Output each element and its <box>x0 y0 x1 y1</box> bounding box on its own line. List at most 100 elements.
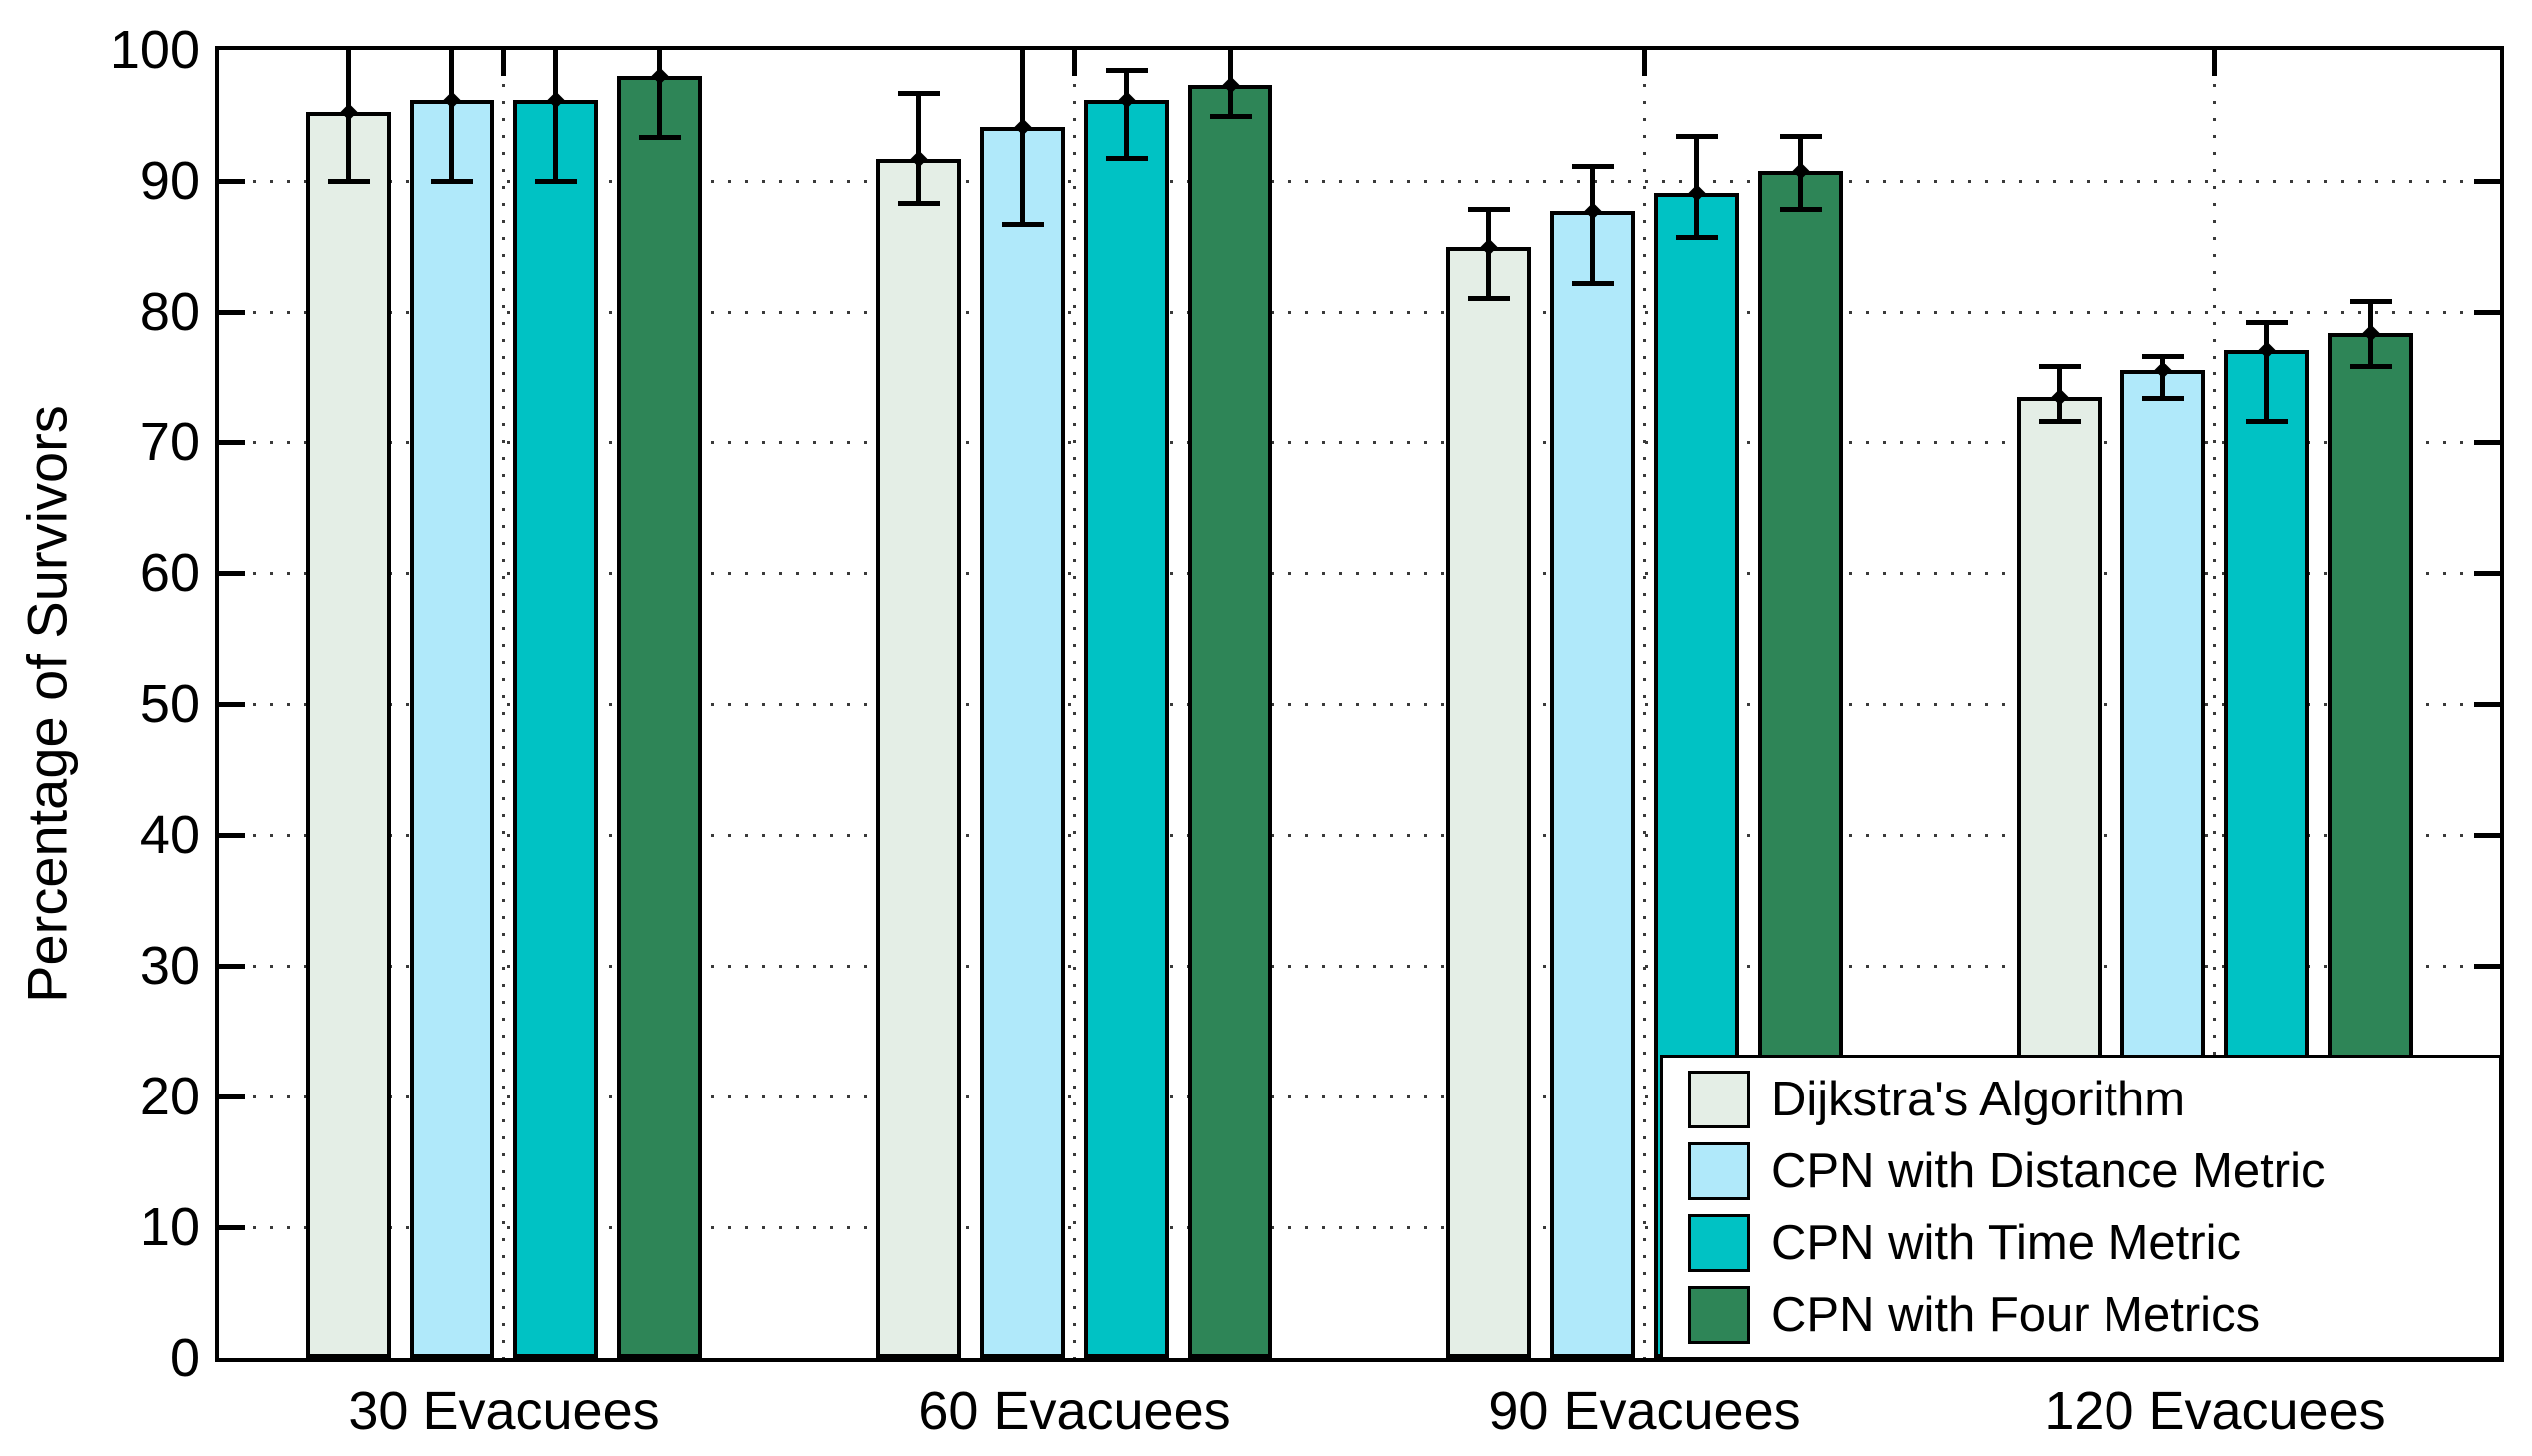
legend-swatch <box>1688 1214 1750 1272</box>
error-bar-cap-top <box>2141 354 2184 360</box>
gridline-horizontal-40 <box>219 833 2500 837</box>
legend-item-label: CPN with Distance Metric <box>1771 1144 2326 1198</box>
bar-2-1 <box>876 158 961 1358</box>
y-tick-label-20: 20 <box>139 1067 200 1126</box>
error-bar-cap-top <box>1779 133 1822 139</box>
error-bar-cap-bottom <box>327 178 370 184</box>
gridline-horizontal-10 <box>219 1225 2500 1229</box>
y-tick-left <box>219 178 245 184</box>
gridline-vertical-group-4 <box>2213 50 2216 1358</box>
x-tick-label-group-3: 90 Evacuees <box>1488 1381 1801 1441</box>
y-tick-right <box>2474 701 2500 707</box>
error-bar-cap-top <box>2038 364 2081 369</box>
y-tick-left <box>219 309 245 315</box>
gridline-horizontal-30 <box>219 964 2500 968</box>
error-bar-line <box>2264 322 2269 422</box>
legend-item-label: Dijkstra's Algorithm <box>1771 1073 2186 1126</box>
y-tick-left <box>219 1093 245 1099</box>
error-bar-cap-bottom <box>2038 418 2081 424</box>
error-bar-cap-bottom <box>1209 114 1252 120</box>
legend-item: Dijkstra's Algorithm <box>1663 1067 2499 1132</box>
legend: Dijkstra's Algorithm CPN with Distance Me… <box>1660 1055 2502 1360</box>
x-tick-label-group-1: 30 Evacuees <box>348 1381 660 1441</box>
error-bar-cap-bottom <box>2141 396 2184 402</box>
error-bar-cap-top <box>2349 299 2392 305</box>
legend-item: CPN with Time Metric <box>1663 1210 2499 1276</box>
x-tick-top <box>1072 50 1077 76</box>
error-bar-cap-bottom <box>897 200 940 206</box>
y-tick-left <box>219 832 245 838</box>
error-bar-line <box>1124 70 1129 159</box>
error-bar-cap-bottom <box>534 178 577 184</box>
legend-item-label: CPN with Four Metrics <box>1771 1288 2261 1342</box>
y-tick-right <box>2474 832 2500 838</box>
bar-2-4 <box>1188 85 1272 1358</box>
error-bar-cap-bottom <box>2349 364 2392 369</box>
legend-swatch <box>1688 1142 1750 1200</box>
y-tick-left <box>219 570 245 576</box>
bar-1-4 <box>617 76 702 1358</box>
gridline-horizontal-60 <box>219 571 2500 575</box>
gridline-horizontal-20 <box>219 1094 2500 1098</box>
gridline-horizontal-80 <box>219 310 2500 314</box>
y-tick-label-80: 80 <box>139 282 200 342</box>
bar-1-1 <box>306 111 391 1358</box>
x-tick-label-group-2: 60 Evacuees <box>918 1381 1231 1441</box>
gridline-horizontal-90 <box>219 179 2500 183</box>
bar-2-3 <box>1084 99 1169 1358</box>
y-tick-left <box>219 701 245 707</box>
y-tick-left <box>219 1224 245 1230</box>
y-tick-label-100: 100 <box>109 20 200 80</box>
x-tick-label-group-4: 120 Evacuees <box>2044 1381 2386 1441</box>
error-bar-cap-bottom <box>1467 296 1510 302</box>
y-tick-label-40: 40 <box>139 805 200 865</box>
bar-3-1 <box>1446 246 1531 1358</box>
error-bar-cap-top <box>1571 164 1614 170</box>
legend-swatch <box>1688 1071 1750 1128</box>
y-tick-left <box>219 963 245 969</box>
y-tick-label-10: 10 <box>139 1197 200 1257</box>
legend-item: CPN with Four Metrics <box>1663 1282 2499 1348</box>
bar-2-2 <box>980 127 1065 1358</box>
y-tick-label-0: 0 <box>169 1328 200 1388</box>
legend-item-label: CPN with Time Metric <box>1771 1216 2242 1270</box>
error-bar-cap-bottom <box>1001 221 1044 227</box>
y-tick-label-60: 60 <box>139 543 200 603</box>
error-bar-cap-bottom <box>638 135 681 141</box>
gridline-vertical-group-1 <box>502 50 505 1358</box>
plot-area <box>215 46 2504 1362</box>
error-bar-line <box>916 93 921 204</box>
gridline-horizontal-50 <box>219 702 2500 706</box>
error-bar-cap-top <box>897 90 940 96</box>
error-bar-cap-top <box>1105 68 1148 74</box>
legend-swatch <box>1688 1286 1750 1344</box>
x-tick-top <box>1642 50 1647 76</box>
error-bar-cap-top <box>2245 319 2288 325</box>
bar-1-3 <box>513 99 598 1358</box>
error-bar-line <box>1020 50 1025 225</box>
error-bar-cap-bottom <box>1779 207 1822 213</box>
error-bar-cap-bottom <box>1105 156 1148 162</box>
gridline-vertical-group-3 <box>1643 50 1646 1358</box>
y-tick-label-30: 30 <box>139 936 200 996</box>
y-tick-left <box>219 439 245 445</box>
error-bar-cap-top <box>1675 133 1718 139</box>
error-bar-cap-bottom <box>430 178 473 184</box>
error-bar-line <box>1590 166 1595 284</box>
y-tick-right <box>2474 570 2500 576</box>
gridline-vertical-group-2 <box>1073 50 1076 1358</box>
y-tick-right <box>2474 309 2500 315</box>
legend-item: CPN with Distance Metric <box>1663 1138 2499 1204</box>
y-tick-right <box>2474 439 2500 445</box>
gridline-horizontal-70 <box>219 440 2500 444</box>
y-tick-right <box>2474 963 2500 969</box>
error-bar-cap-bottom <box>1571 280 1614 286</box>
y-tick-label-70: 70 <box>139 412 200 472</box>
error-bar-line <box>553 50 558 181</box>
x-tick-top <box>501 50 506 76</box>
error-bar-cap-bottom <box>1675 234 1718 240</box>
bar-1-2 <box>410 99 494 1358</box>
error-bar-cap-bottom <box>2245 418 2288 424</box>
error-bar-line <box>657 50 662 138</box>
